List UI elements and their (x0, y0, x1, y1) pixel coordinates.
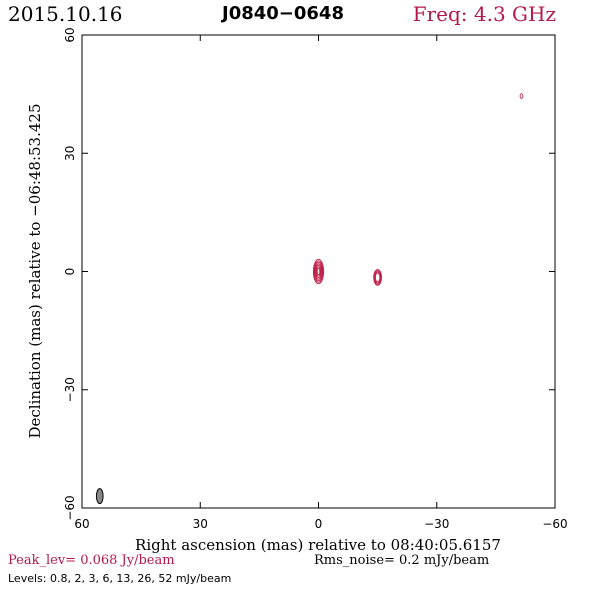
frequency-label: Freq: 4.3 GHz (412, 2, 556, 26)
x-tick-label: −30 (424, 517, 449, 531)
x-axis-label: Right ascension (mas) relative to 08:40:… (135, 536, 501, 554)
x-tick-label: 0 (315, 517, 323, 531)
source-name: J0840−0648 (222, 3, 344, 24)
x-tick-label: 30 (193, 517, 208, 531)
contour-comp1-level-6 (316, 266, 321, 277)
rms-noise: Rms_noise= 0.2 mJy/beam (314, 553, 490, 568)
contour-comp2-level-2 (373, 270, 382, 285)
contour-levels: Levels: 0.8, 2, 3, 6, 13, 26, 52 mJy/bea… (8, 572, 232, 585)
plot-frame (81, 34, 556, 509)
contour-set (312, 93, 524, 286)
x-tick-label: −60 (542, 517, 567, 531)
contour-comp1-level-2 (313, 260, 324, 283)
contour-comp1-level-3 (314, 261, 323, 282)
contour-comp1-level-4 (314, 263, 323, 280)
contour-comp1-level-7 (316, 267, 321, 276)
y-axis-label: Declination (mas) relative to −06:48:53.… (26, 103, 44, 438)
y-tick-label: 0 (63, 268, 77, 276)
beam-ellipse (95, 488, 104, 505)
beam-ellipse-group (95, 488, 104, 505)
axis-ticks: 60 30 0 −30 −60 −60 −30 0 30 60 (63, 27, 568, 531)
contour-comp2-level-1 (373, 269, 383, 286)
contour-comp2-level-4 (374, 272, 381, 283)
peak-level: Peak_lev= 0.068 Jy/beam (8, 553, 175, 568)
y-tick-label: 60 (63, 27, 77, 42)
x-tick-label: 60 (74, 517, 89, 531)
y-tick-label: −30 (63, 377, 77, 402)
contour-comp2-level-3 (374, 271, 381, 284)
observation-date: 2015.10.16 (8, 2, 123, 26)
contour-comp1-level-1 (312, 258, 325, 285)
y-tick-label: −60 (63, 495, 77, 520)
contour-comp1-level-5 (315, 264, 322, 279)
y-tick-label: 30 (63, 146, 77, 161)
contour-comp3-level-1 (519, 93, 524, 99)
